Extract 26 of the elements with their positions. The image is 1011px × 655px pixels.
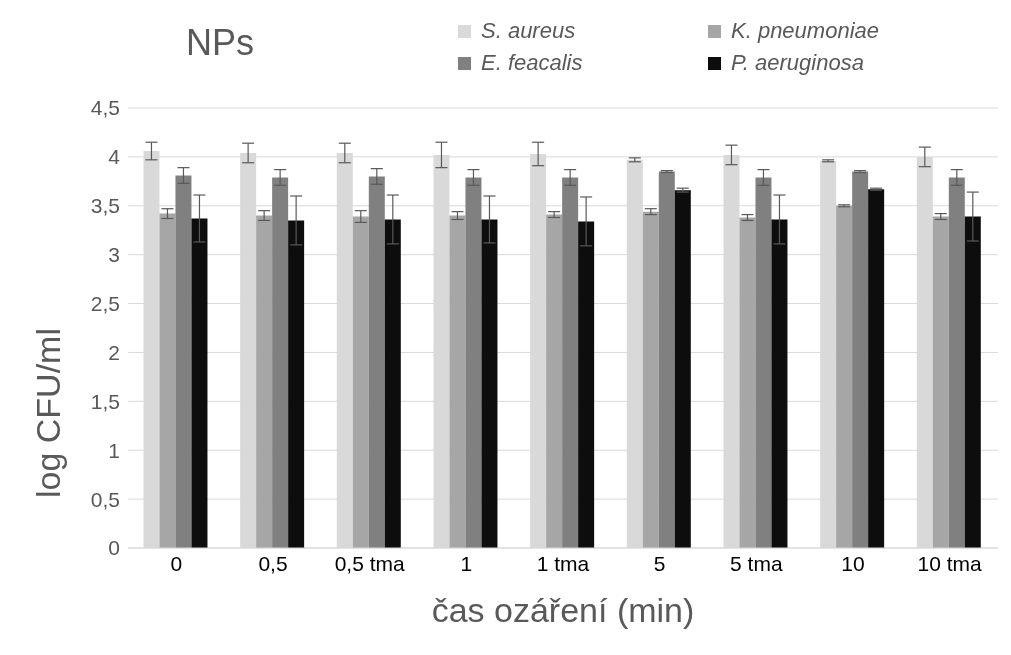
y-tick-label: 1,5 <box>90 389 120 413</box>
y-tick-label: 1 <box>108 438 120 462</box>
legend-label: S. aureus <box>481 18 576 44</box>
x-tick-label: 5 <box>653 551 666 575</box>
x-tick-label: 0,5 tma <box>334 551 405 575</box>
y-tick-label: 3,5 <box>90 194 120 218</box>
x-axis-title: čas ozáření (min) <box>431 591 695 630</box>
x-tick-label: 1 <box>460 551 473 575</box>
x-tick-label: 0,5 <box>258 551 288 575</box>
y-axis-title: log CFU/ml <box>29 328 68 499</box>
y-tick-label: 0,5 <box>90 487 120 511</box>
legend-label: K. pneumoniae <box>731 18 879 44</box>
x-tick-label: 0 <box>170 551 183 575</box>
legend-label: E. feacalis <box>481 50 583 76</box>
x-tick-label: 10 <box>841 551 865 575</box>
y-tick-label: 2,5 <box>90 292 120 316</box>
y-tick-label: 3 <box>108 243 120 267</box>
x-tick-label: 1 tma <box>536 551 590 575</box>
y-tick-label: 2 <box>108 340 120 364</box>
y-tick-label: 4,5 <box>90 96 120 120</box>
x-tick-label: 5 tma <box>730 551 783 575</box>
chart-title: NPs <box>186 22 255 64</box>
y-tick-label: 0 <box>108 536 120 560</box>
y-tick-label: 4 <box>108 145 121 169</box>
legend-label: P. aeruginosa <box>731 50 864 76</box>
x-tick-label: 10 tma <box>917 551 983 575</box>
